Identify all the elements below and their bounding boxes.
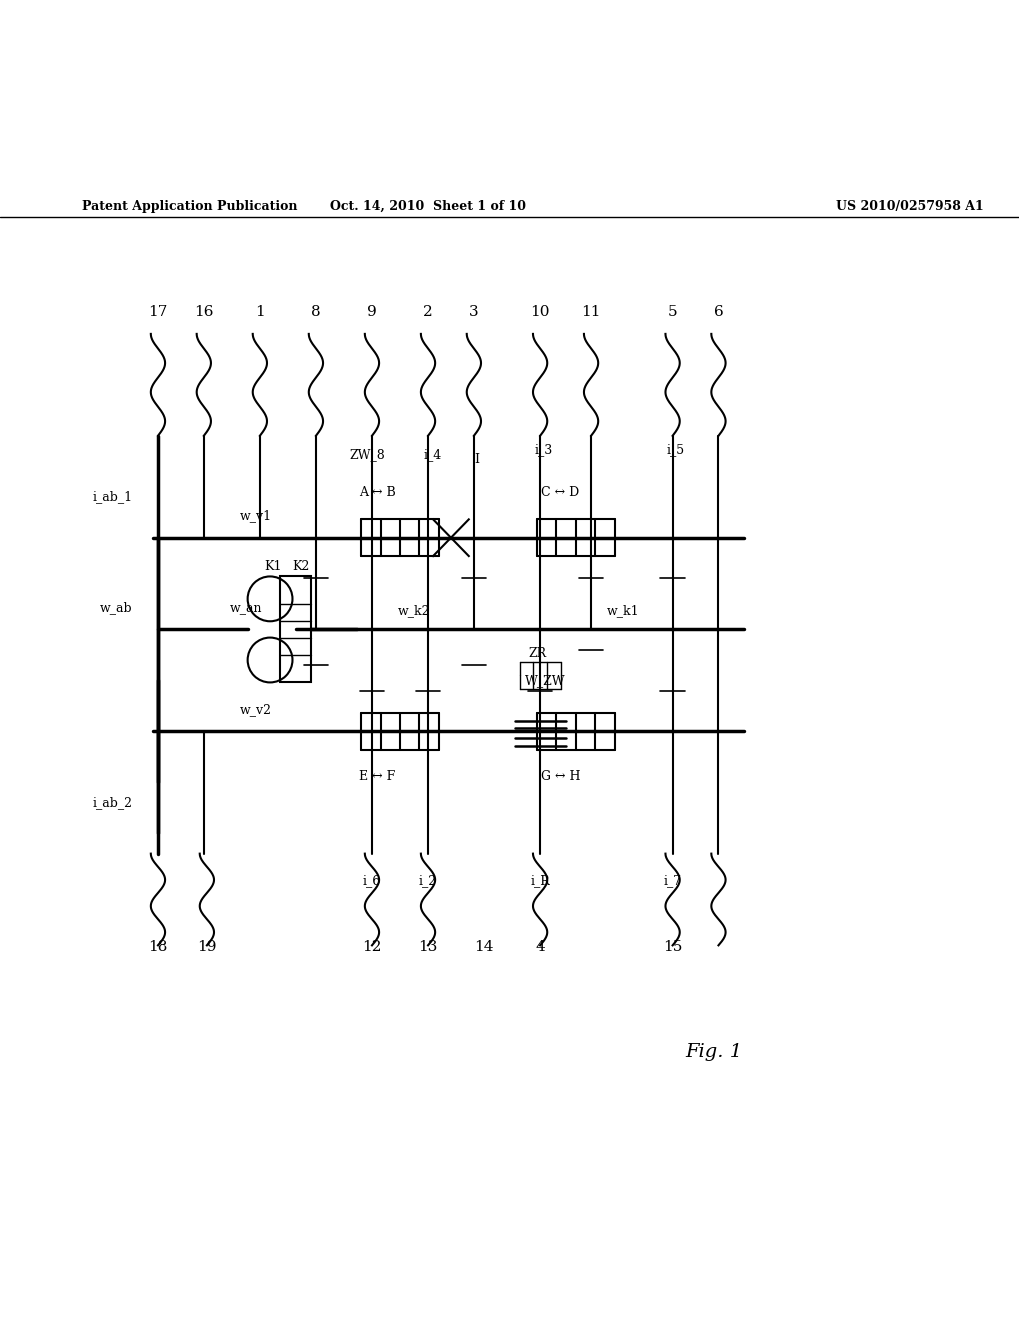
Text: 3: 3 [469,305,478,318]
Text: 15: 15 [663,940,682,954]
Text: w_v2: w_v2 [240,704,271,715]
Text: 2: 2 [423,305,433,318]
Text: G ↔ H: G ↔ H [541,770,581,783]
Text: 4: 4 [536,940,545,954]
Text: i_4: i_4 [424,449,442,461]
Text: 11: 11 [582,305,601,318]
Text: i_ab_2: i_ab_2 [92,796,132,809]
Text: 5: 5 [668,305,678,318]
Text: 18: 18 [148,940,168,954]
Text: US 2010/0257958 A1: US 2010/0257958 A1 [836,201,983,213]
Text: E ↔ F: E ↔ F [359,770,395,783]
Text: K2: K2 [292,561,309,573]
Text: W_ZW: W_ZW [525,675,565,686]
Text: 16: 16 [195,305,214,318]
Text: i_ab_1: i_ab_1 [92,491,132,503]
Text: 6: 6 [714,305,723,318]
Text: C ↔ D: C ↔ D [542,486,580,499]
Text: I: I [474,453,479,466]
Text: Oct. 14, 2010  Sheet 1 of 10: Oct. 14, 2010 Sheet 1 of 10 [330,201,526,213]
Text: 19: 19 [198,940,217,954]
Text: i_2: i_2 [419,874,437,887]
Text: A ↔ B: A ↔ B [358,486,395,499]
Text: i_7: i_7 [664,874,682,887]
Bar [281,577,311,682]
Text: ZW_8: ZW_8 [349,449,385,461]
Text: w_v1: w_v1 [240,510,271,523]
Text: 14: 14 [474,940,494,954]
Text: K1: K1 [264,561,282,573]
Text: Patent Application Publication: Patent Application Publication [82,201,297,213]
Text: w_k2: w_k2 [397,605,430,618]
Text: i_3: i_3 [535,444,552,457]
Text: Fig. 1: Fig. 1 [685,1043,742,1061]
Text: i_R: i_R [530,874,550,887]
Text: 12: 12 [362,940,382,954]
Text: w_ab: w_ab [100,601,132,614]
Text: 13: 13 [419,940,437,954]
Text: 17: 17 [148,305,168,318]
Text: 1: 1 [255,305,265,318]
Text: w_k1: w_k1 [606,605,639,618]
Text: i_5: i_5 [667,444,685,457]
Text: 9: 9 [367,305,377,318]
Text: 10: 10 [530,305,550,318]
Text: 8: 8 [311,305,321,318]
Text: ZR: ZR [528,647,546,660]
Text: w_an: w_an [229,601,262,614]
Text: i_6: i_6 [362,874,381,887]
